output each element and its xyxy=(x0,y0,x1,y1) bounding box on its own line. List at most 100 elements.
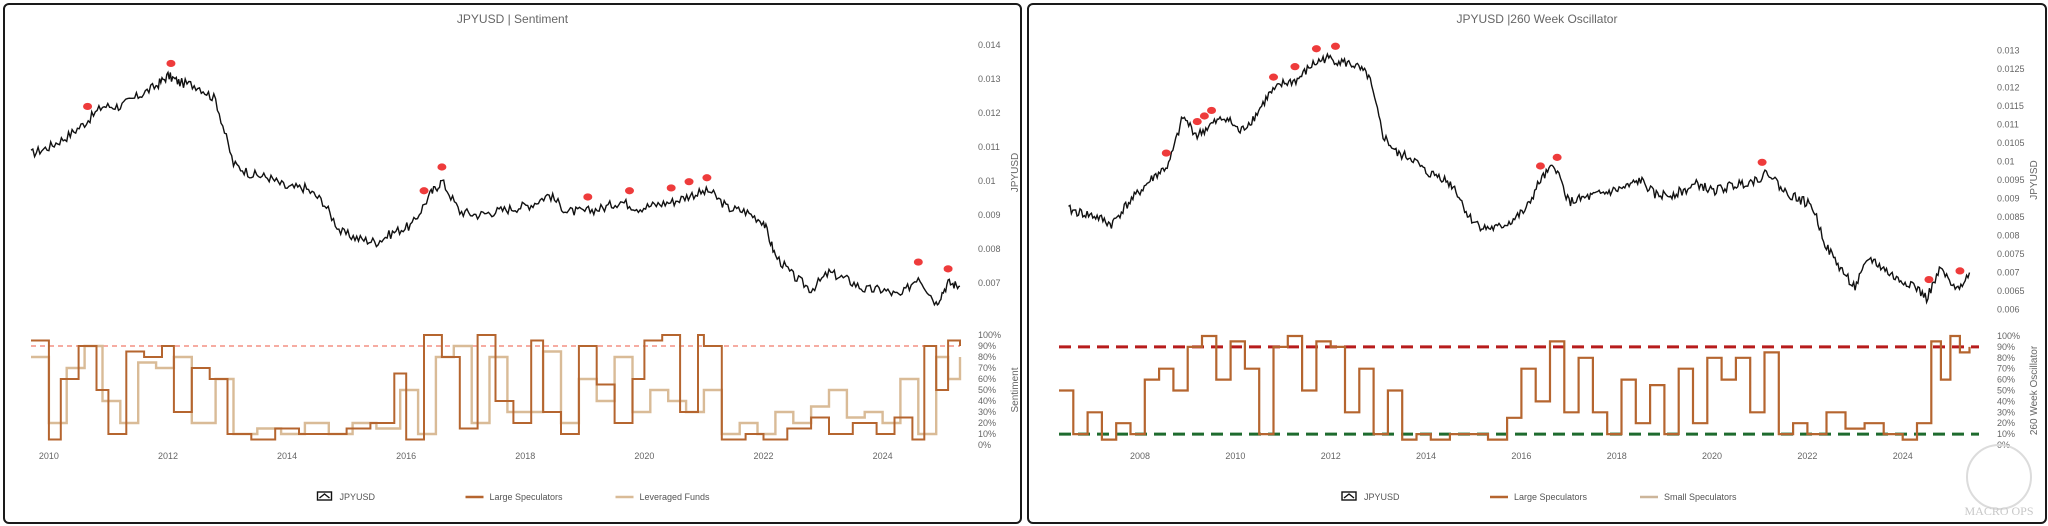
chart-svg: JPYUSD |260 Week Oscillator 0.013 0.0125 0.… xyxy=(1059,12,2040,518)
y2-tick-label: 70% xyxy=(1997,364,2015,374)
y1-tick-label: 0.012 xyxy=(1997,82,2020,92)
y1-axis-label: JPYUSD xyxy=(1010,153,1020,192)
x-tick-label: 2014 xyxy=(1416,451,1436,461)
chart-title: JPYUSD | Sentiment xyxy=(457,12,569,26)
x-tick-label: 2024 xyxy=(1893,451,1913,461)
sentiment-chart-panel: JPYUSD | Sentiment 0.014 0.013 0.012 0.011 0.… xyxy=(3,3,1022,524)
signal-dot xyxy=(1552,153,1562,161)
signal-dot xyxy=(1535,162,1545,170)
series-line-large-speculators xyxy=(31,334,961,441)
signal-dot xyxy=(1290,63,1300,71)
signal-dot xyxy=(1924,275,1934,284)
signal-dot xyxy=(624,187,634,195)
y1-tick-label: 0.01 xyxy=(978,176,996,186)
x-tick-label: 2022 xyxy=(1797,451,1817,461)
legend-label: Leveraged Funds xyxy=(640,492,711,502)
y1-tick-label: 0.013 xyxy=(1997,45,2020,55)
y1-tick-label: 0.008 xyxy=(1997,231,2020,241)
y2-tick-label: 60% xyxy=(1997,375,2015,385)
y2-tick-label: 100% xyxy=(1997,331,2020,341)
signal-dot xyxy=(666,184,676,192)
y1-tick-label: 0.0115 xyxy=(1997,101,2024,111)
series-line-jpyusd xyxy=(1068,52,1971,305)
signal-dot xyxy=(702,174,712,182)
y1-tick-label: 0.01 xyxy=(1997,156,2015,166)
y1-tick-label: 0.007 xyxy=(1997,268,2020,278)
y1-tick-label: 0.011 xyxy=(1997,119,2019,129)
legend-label: Small Speculators xyxy=(1664,492,1737,502)
y1-tick-label: 0.011 xyxy=(978,142,1000,152)
signal-dot xyxy=(1311,45,1321,53)
y1-tick-label: 0.0085 xyxy=(1997,212,2025,222)
series-line-large-speculators xyxy=(1059,334,1971,441)
y2-tick-label: 80% xyxy=(978,352,996,362)
chart-title: JPYUSD |260 Week Oscillator xyxy=(1457,12,1618,26)
x-tick-label: 2012 xyxy=(158,451,178,461)
watermark-circle xyxy=(1966,444,2032,510)
legend-swatch xyxy=(316,491,333,501)
y1-tick-label: 0.008 xyxy=(978,244,1001,254)
y1-tick-label: 0.009 xyxy=(978,210,1001,220)
x-tick-label: 2016 xyxy=(1511,451,1531,461)
y2-tick-label: 20% xyxy=(978,418,996,428)
signal-dot xyxy=(1161,149,1171,157)
x-tick-label: 2016 xyxy=(396,451,416,461)
signal-dot xyxy=(419,187,429,195)
y1-tick-label: 0.007 xyxy=(978,278,1001,288)
signal-dot xyxy=(1207,106,1217,115)
series-line-leveraged-funds xyxy=(31,344,962,436)
y2-tick-label: 60% xyxy=(978,374,996,384)
y2-tick-label: 10% xyxy=(978,429,996,439)
series-line-jpyusd xyxy=(30,70,961,307)
x-tick-label: 2010 xyxy=(39,451,59,461)
x-tick-label: 2012 xyxy=(1321,451,1341,461)
signal-dot xyxy=(166,59,176,68)
x-tick-label: 2022 xyxy=(753,451,773,461)
legend-label: JPYUSD xyxy=(1364,492,1400,502)
signal-dot xyxy=(943,265,953,273)
signal-dot xyxy=(1199,112,1209,120)
y1-axis-label: JPYUSD xyxy=(2029,160,2040,199)
signal-dot xyxy=(1269,73,1279,81)
y1-tick-label: 0.013 xyxy=(978,74,1001,84)
y1-tick-label: 0.009 xyxy=(1997,194,2020,204)
y2-axis-label: 260 Week Oscillator xyxy=(2029,345,2040,435)
y2-axis-label: Sentiment xyxy=(1010,367,1020,412)
signal-dot xyxy=(1192,117,1202,126)
x-tick-label: 2010 xyxy=(1225,451,1245,461)
signal-dot xyxy=(1955,267,1965,275)
legend-label: Large Speculators xyxy=(490,492,564,502)
x-tick-label: 2020 xyxy=(1702,451,1722,461)
x-tick-label: 2014 xyxy=(277,451,297,461)
y1-tick-label: 0.0065 xyxy=(1997,286,2025,296)
y1-tick-label: 0.0105 xyxy=(1997,138,2025,148)
y2-tick-label: 10% xyxy=(1997,429,2015,439)
y2-tick-label: 40% xyxy=(1997,396,2015,406)
y2-tick-label: 50% xyxy=(1997,386,2015,396)
signal-dot xyxy=(437,163,447,171)
signal-dot xyxy=(1330,42,1340,50)
signal-dot xyxy=(684,178,694,186)
legend-swatch-glyph xyxy=(1343,493,1355,499)
y2-tick-label: 90% xyxy=(1997,342,2015,352)
legend-swatch xyxy=(1341,491,1357,501)
y2-tick-label: 80% xyxy=(1997,353,2015,363)
oscillator-chart-panel: JPYUSD |260 Week Oscillator 0.013 0.0125 0.… xyxy=(1027,3,2047,524)
y1-tick-label: 0.014 xyxy=(978,40,1001,50)
y2-tick-label: 90% xyxy=(978,341,996,351)
signal-dot xyxy=(913,258,923,266)
y2-tick-label: 30% xyxy=(978,407,996,417)
x-tick-label: 2018 xyxy=(515,451,535,461)
legend-swatch-glyph xyxy=(319,493,330,499)
y2-tick-label: 0% xyxy=(978,440,991,450)
signal-dot xyxy=(1757,158,1767,166)
x-tick-label: 2008 xyxy=(1130,451,1150,461)
y1-tick-label: 0.0125 xyxy=(1997,64,2025,74)
watermark-text: MACRO OPS xyxy=(1964,504,2033,518)
chart-svg: JPYUSD | Sentiment 0.014 0.013 0.012 0.011 0.… xyxy=(30,12,1020,502)
x-tick-label: 2024 xyxy=(873,451,893,461)
legend-label: Large Speculators xyxy=(1514,492,1588,502)
y2-tick-label: 70% xyxy=(978,363,996,373)
y2-tick-label: 50% xyxy=(978,385,996,395)
x-tick-label: 2020 xyxy=(634,451,654,461)
